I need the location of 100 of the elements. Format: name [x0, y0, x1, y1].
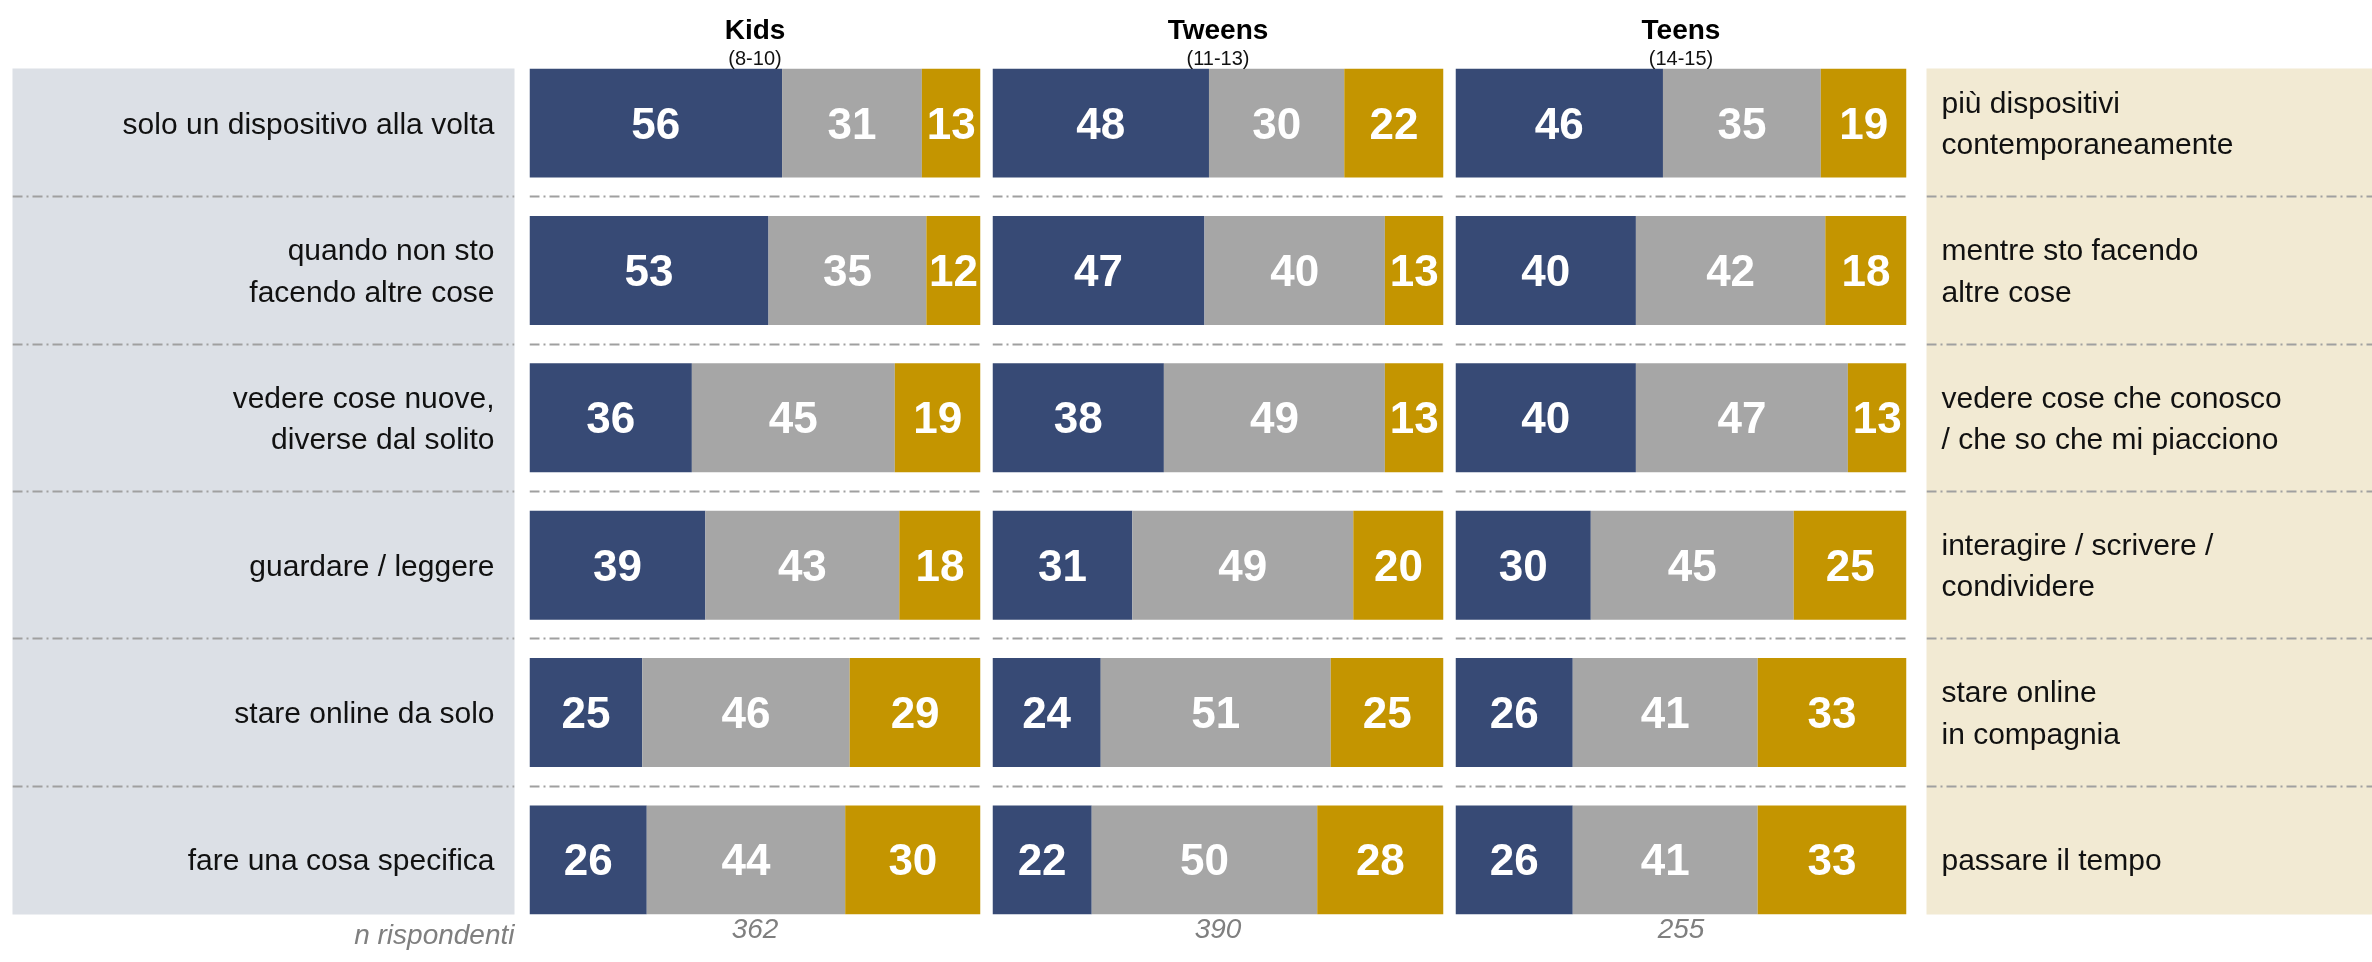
data-label: 13 [926, 98, 976, 148]
data-label: 46 [721, 688, 771, 738]
bar [1132, 510, 1354, 620]
data-label: 45 [1667, 540, 1717, 590]
data-label: 26 [1489, 835, 1539, 885]
data-label: 12 [928, 245, 978, 295]
data-label: 46 [1534, 98, 1584, 148]
bar [646, 805, 846, 915]
bar [992, 215, 1205, 325]
bar [1163, 363, 1385, 473]
data-label: 50 [1180, 835, 1229, 885]
bar [1204, 215, 1385, 325]
bar [992, 363, 1164, 473]
y2-tick-label: vedere cose che conosco / che so che mi piacciono [1941, 380, 2282, 455]
bar [1353, 510, 1444, 620]
data-label: 44 [721, 835, 771, 885]
data-label: 26 [563, 835, 613, 885]
text: n rispondenti [354, 918, 516, 950]
bar [849, 658, 981, 768]
data-label: 30 [1498, 540, 1548, 590]
annotation: 390 [1194, 912, 1242, 944]
bar [691, 363, 895, 473]
bar [1317, 805, 1444, 915]
bar [1455, 68, 1663, 178]
bar [1757, 658, 1907, 768]
data-label: 40 [1521, 245, 1571, 295]
data-label: 40 [1521, 393, 1571, 443]
bar [782, 68, 922, 178]
chart-subtitle: (11-13) [1186, 46, 1250, 69]
bar [992, 805, 1092, 915]
data-label: 33 [1807, 835, 1857, 885]
data-label: 51 [1191, 688, 1241, 738]
chart-subtitle: (14-15) [1648, 46, 1714, 69]
y2-tick-label: mentre sto facendo altre cose [1941, 233, 2199, 308]
data-label: 19 [913, 393, 963, 443]
bar [1455, 363, 1636, 473]
chart-subtitle: (8-10) [728, 46, 782, 69]
data-label: 56 [631, 98, 681, 148]
data-label: 35 [822, 245, 872, 295]
data-label: 47 [1074, 245, 1123, 295]
y-tick-label: guardare / leggere [249, 548, 495, 582]
bar [705, 510, 900, 620]
y2-tick-label: stare online in compagnia [1941, 675, 2121, 750]
bar [1344, 68, 1444, 178]
data-label: 36 [586, 393, 636, 443]
bar [1100, 658, 1331, 768]
chart-title: Teens [1641, 13, 1721, 45]
data-label: 19 [1839, 98, 1889, 148]
bar [845, 805, 981, 915]
data-label: 49 [1249, 393, 1299, 443]
data-label: 39 [592, 540, 642, 590]
data-label: 13 [1389, 393, 1439, 443]
bar [899, 510, 981, 620]
data-label: 25 [1825, 540, 1875, 590]
bar [642, 658, 850, 768]
data-label: 13 [1389, 245, 1439, 295]
data-label: 42 [1706, 245, 1756, 295]
data-label: 41 [1640, 835, 1690, 885]
bar [1091, 805, 1318, 915]
bar [1635, 363, 1848, 473]
data-label: 25 [561, 688, 611, 738]
data-label: 35 [1717, 98, 1767, 148]
bar [529, 805, 647, 915]
bar [768, 215, 927, 325]
data-label: 45 [768, 393, 818, 443]
bar [894, 363, 981, 473]
y-tick-label: solo un dispositivo alla volta [122, 106, 495, 140]
chart-title: Kids [724, 13, 786, 45]
data-label: 26 [1489, 688, 1539, 738]
data-label: 22 [1369, 98, 1419, 148]
bar [992, 510, 1133, 620]
bar [1455, 658, 1573, 768]
annotation: 362 [731, 912, 779, 944]
bar [1330, 658, 1444, 768]
data-label: 18 [1841, 245, 1891, 295]
data-label: 48 [1076, 98, 1126, 148]
data-label: 13 [1852, 393, 1902, 443]
data-label: 49 [1218, 540, 1268, 590]
data-label: 31 [827, 98, 877, 148]
y2-tick-label: passare il tempo [1941, 843, 2162, 877]
bar [1208, 68, 1345, 178]
bar [529, 363, 692, 473]
bar [1793, 510, 1907, 620]
data-label: 40 [1270, 245, 1320, 295]
bar [1757, 805, 1907, 915]
bar [1635, 215, 1826, 325]
bar [1455, 215, 1636, 325]
bar [1455, 510, 1591, 620]
data-label: 30 [1252, 98, 1302, 148]
data-label: 53 [624, 245, 674, 295]
y-tick-label: vedere cose nuove, diverse dal solito [232, 380, 495, 455]
bar [529, 68, 783, 178]
bar [992, 68, 1209, 178]
data-label: 22 [1017, 835, 1067, 885]
bar [1662, 68, 1821, 178]
bar [1825, 215, 1907, 325]
data-label: 41 [1640, 688, 1690, 738]
y-tick-label: quando non sto facendo altre cose [249, 233, 495, 308]
y2-tick-label: più dispositivi contemporaneamente [1941, 85, 2234, 161]
bar [1820, 68, 1907, 178]
